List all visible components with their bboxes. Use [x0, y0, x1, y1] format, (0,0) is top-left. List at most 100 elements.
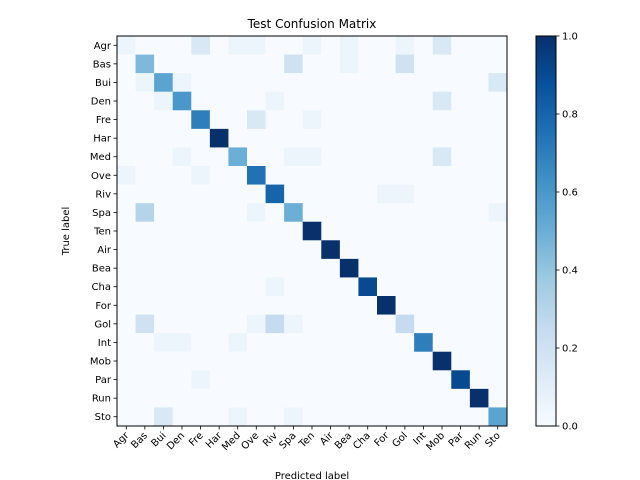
heatmap-cell [432, 110, 452, 130]
heatmap-cell [265, 166, 285, 185]
heatmap-cell [172, 351, 192, 371]
heatmap-cell [284, 91, 304, 111]
heatmap-cell [339, 407, 359, 427]
heatmap-cell [469, 277, 489, 297]
heatmap-cell [284, 147, 304, 167]
heatmap-cell [154, 184, 174, 204]
heatmap-cell [321, 258, 341, 278]
heatmap-cell [451, 184, 471, 204]
heatmap-cell [228, 91, 248, 111]
heatmap-cell [302, 333, 322, 353]
heatmap-cell [395, 166, 415, 185]
heatmap-cell [488, 54, 508, 74]
heatmap-cell [321, 240, 341, 260]
heatmap-cell [302, 147, 322, 167]
x-tick-label: Par [447, 430, 467, 450]
heatmap-cell [191, 91, 211, 111]
heatmap-cell [228, 296, 248, 315]
heatmap-cell [488, 166, 508, 185]
heatmap-cell [395, 407, 415, 427]
colorbar-tick-label: 0.8 [562, 110, 578, 121]
heatmap-cell [395, 110, 415, 130]
heatmap-cell [302, 277, 322, 297]
heatmap-cell [154, 296, 174, 315]
heatmap-cell [395, 36, 415, 55]
heatmap-cell [469, 296, 489, 315]
heatmap-cell [469, 370, 489, 390]
heatmap-cell [358, 277, 378, 297]
heatmap-cell [358, 240, 378, 260]
heatmap-cell [358, 314, 378, 334]
heatmap-cell [432, 351, 452, 371]
heatmap-cell [135, 54, 155, 74]
heatmap-cell [172, 370, 192, 390]
colorbar-tick-label: 0.4 [562, 266, 578, 277]
heatmap-cell [135, 128, 155, 148]
heatmap-cell [432, 203, 452, 223]
heatmap-cell [488, 147, 508, 167]
heatmap-cell [339, 128, 359, 148]
heatmap-cell [302, 240, 322, 260]
heatmap-cell [321, 166, 341, 185]
heatmap-cell [432, 166, 452, 185]
heatmap-cell [135, 36, 155, 55]
y-tick-label: Bas [93, 59, 111, 70]
heatmap-cell [172, 314, 192, 334]
heatmap-cell [247, 221, 266, 241]
x-tick-label: Den [165, 430, 187, 452]
heatmap-cell [172, 240, 192, 260]
heatmap-cell [451, 333, 471, 353]
heatmap-cell [358, 91, 378, 111]
heatmap-cell [469, 73, 489, 93]
heatmap-cell [135, 91, 155, 111]
heatmap-cell [469, 258, 489, 278]
heatmap-cell [117, 91, 136, 111]
x-tick-label: Agr [111, 430, 132, 451]
heatmap-cell [284, 351, 304, 371]
heatmap-cell [432, 388, 452, 408]
heatmap-cell [191, 240, 211, 260]
heatmap-cell [135, 147, 155, 167]
heatmap-cell [321, 221, 341, 241]
heatmap-cell [154, 73, 174, 93]
heatmap-cell [451, 166, 471, 185]
heatmap-cell [432, 240, 452, 260]
heatmap-cell [321, 407, 341, 427]
heatmap-cell [209, 147, 229, 167]
heatmap-cell [488, 128, 508, 148]
heatmap-cell [469, 203, 489, 223]
heatmap-cell [377, 203, 396, 223]
heatmap-cell [358, 221, 378, 241]
heatmap-cell [395, 203, 415, 223]
heatmap-cell [247, 277, 266, 297]
heatmap-cell [414, 314, 434, 334]
heatmap-cell [432, 128, 452, 148]
y-tick-label: Agr [94, 41, 112, 52]
heatmap-cell [302, 258, 322, 278]
heatmap-cell [469, 314, 489, 334]
heatmap-cell [451, 147, 471, 167]
heatmap-cell [414, 277, 434, 297]
y-tick-label: Sto [95, 412, 111, 423]
heatmap-cell [395, 73, 415, 93]
heatmap-cell [265, 240, 285, 260]
heatmap-cell [135, 240, 155, 260]
heatmap-cell [302, 407, 322, 427]
heatmap-cell [228, 277, 248, 297]
heatmap-cell [209, 91, 229, 111]
heatmap-cell [358, 184, 378, 204]
heatmap-cell [117, 351, 136, 371]
heatmap-cell [172, 203, 192, 223]
heatmap-cell [358, 388, 378, 408]
heatmap-cell [451, 54, 471, 74]
heatmap-cell [265, 333, 285, 353]
heatmap-cell [265, 388, 285, 408]
heatmap-cell [209, 128, 229, 148]
heatmap-cell [209, 36, 229, 55]
heatmap-cell [228, 240, 248, 260]
heatmap-cell [135, 166, 155, 185]
heatmap-cell [414, 351, 434, 371]
heatmap-cell [284, 54, 304, 74]
heatmap-cell [228, 203, 248, 223]
